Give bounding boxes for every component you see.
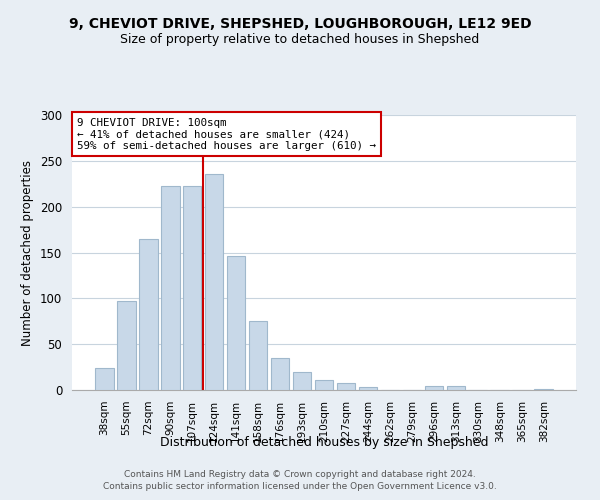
Y-axis label: Number of detached properties: Number of detached properties xyxy=(22,160,34,346)
Text: Size of property relative to detached houses in Shepshed: Size of property relative to detached ho… xyxy=(121,32,479,46)
Bar xyxy=(227,256,245,390)
Text: 9 CHEVIOT DRIVE: 100sqm
← 41% of detached houses are smaller (424)
59% of semi-d: 9 CHEVIOT DRIVE: 100sqm ← 41% of detache… xyxy=(77,118,376,151)
Bar xyxy=(183,186,202,390)
Bar xyxy=(205,174,223,390)
Bar xyxy=(95,368,113,390)
Text: 9, CHEVIOT DRIVE, SHEPSHED, LOUGHBOROUGH, LE12 9ED: 9, CHEVIOT DRIVE, SHEPSHED, LOUGHBOROUGH… xyxy=(68,18,532,32)
Bar xyxy=(314,380,334,390)
Text: Distribution of detached houses by size in Shepshed: Distribution of detached houses by size … xyxy=(160,436,488,449)
Text: Contains public sector information licensed under the Open Government Licence v3: Contains public sector information licen… xyxy=(103,482,497,491)
Bar xyxy=(161,186,179,390)
Bar xyxy=(425,386,443,390)
Bar xyxy=(535,389,553,390)
Bar xyxy=(337,382,355,390)
Bar xyxy=(293,372,311,390)
Text: Contains HM Land Registry data © Crown copyright and database right 2024.: Contains HM Land Registry data © Crown c… xyxy=(124,470,476,479)
Bar xyxy=(139,239,158,390)
Bar xyxy=(359,387,377,390)
Bar xyxy=(249,322,268,390)
Bar xyxy=(271,358,289,390)
Bar xyxy=(446,386,465,390)
Bar xyxy=(117,301,136,390)
